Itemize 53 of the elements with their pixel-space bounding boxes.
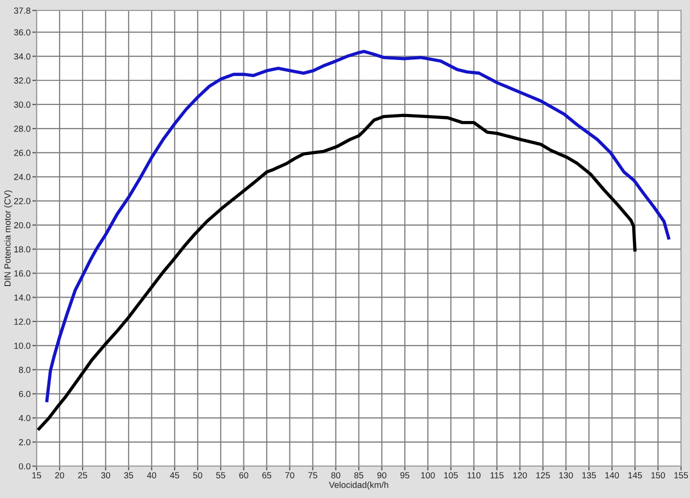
x-tick-label: 25	[78, 472, 88, 478]
y-axis-title: DIN Potencia motor (CV)	[4, 190, 12, 286]
x-tick-label: 15	[32, 472, 42, 478]
y-tick-label: 24.0	[14, 174, 30, 180]
x-tick-label: 65	[262, 472, 272, 478]
x-tick-label: 110	[468, 472, 481, 478]
x-tick-label: 105	[444, 472, 458, 478]
x-tick-label: 85	[354, 472, 364, 478]
y-tick-label: 16.0	[14, 270, 30, 277]
x-tick-label: 35	[124, 472, 134, 478]
y-tick-label: 18.0	[14, 246, 30, 252]
y-tick-label: 34.0	[14, 53, 30, 60]
x-tick-label: 75	[308, 472, 318, 478]
x-tick-label: 80	[331, 472, 340, 478]
y-tick-label: 37.8	[14, 8, 30, 14]
x-axis-title: Velocidad(km/h	[328, 482, 388, 490]
x-tick-label: 70	[285, 472, 294, 478]
x-tick-label: 95	[400, 472, 410, 478]
x-tick-label: 50	[193, 472, 202, 478]
x-tick-label: 55	[216, 472, 226, 478]
y-tick-label: 32.0	[14, 77, 30, 84]
x-tick-label: 150	[651, 472, 665, 478]
x-tick-label: 60	[239, 472, 248, 478]
y-tick-label: 26.0	[14, 150, 30, 156]
x-tick-label: 155	[674, 472, 688, 478]
y-tick-label: 28.0	[14, 126, 30, 132]
y-tick-label: 12.0	[14, 318, 30, 325]
x-tick-label: 115	[490, 472, 504, 478]
x-tick-label: 140	[605, 472, 619, 478]
line-series	[45, 50, 671, 404]
x-tick-label: 100	[421, 472, 435, 478]
y-tick-label: 6.0	[19, 390, 30, 398]
x-tick-label: 30	[101, 472, 110, 478]
line-series	[36, 114, 637, 432]
y-tick-label: 30.0	[14, 102, 30, 108]
x-tick-label: 90	[377, 472, 386, 478]
y-tick-label: 0.0	[18, 463, 30, 470]
y-tick-label: 10.0	[14, 342, 30, 349]
x-tick-label: 145	[628, 472, 642, 478]
y-tick-label: 14.0	[14, 294, 30, 301]
y-tick-label: 2.0	[19, 439, 30, 446]
y-tick-label: 20.0	[14, 222, 30, 228]
x-tick-label: 45	[170, 472, 180, 478]
x-tick-label: 130	[559, 472, 573, 478]
y-tick-label: 4.0	[18, 414, 30, 422]
x-tick-label: 125	[536, 472, 550, 478]
x-tick-label: 135	[582, 472, 596, 478]
x-tick-label: 40	[146, 472, 156, 478]
y-tick-label: 8.0	[18, 366, 30, 373]
y-tick-label: 22.0	[14, 198, 30, 204]
x-tick-label: 120	[513, 472, 527, 478]
y-tick-label: 36.0	[14, 29, 30, 36]
x-tick-label: 20	[55, 472, 64, 478]
